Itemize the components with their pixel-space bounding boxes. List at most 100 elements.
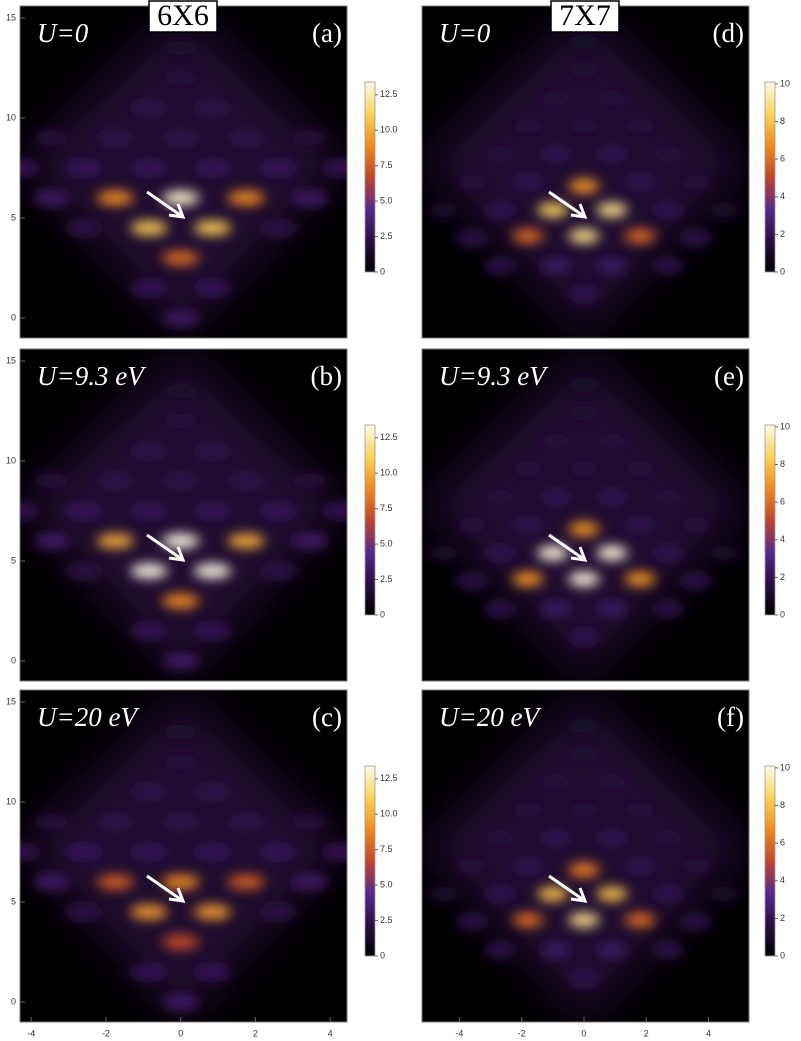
density-peak: [162, 413, 200, 429]
density-peak: [652, 146, 684, 162]
density-peak: [568, 228, 600, 244]
density-peak: [290, 814, 329, 830]
x-tick-label: -4: [27, 1028, 35, 1038]
y-tick-label: 10: [6, 796, 16, 806]
density-peak: [537, 202, 569, 218]
y-tick-label: 0: [11, 996, 16, 1006]
density-peak: [162, 190, 200, 206]
density-peak: [290, 473, 329, 489]
density-peak: [680, 914, 712, 930]
density-peak: [568, 62, 600, 78]
density-peak: [33, 814, 71, 830]
arrow-head: [168, 887, 186, 903]
density-peak: [624, 118, 656, 134]
density-peak: [568, 802, 600, 818]
density-peak: [568, 629, 600, 645]
density-peak: [596, 90, 628, 106]
y-tick-label: 0: [11, 655, 16, 665]
density-peak: [512, 912, 544, 928]
density-peak: [568, 970, 600, 986]
plot-frame: [421, 689, 750, 1023]
density-peak: [624, 228, 656, 244]
panel: 0 5 10 15 -4 -2 0 2 4 U=20 eV (c) 0 2.5 5.0 7.5 10.0 12.…: [6, 689, 398, 1038]
density-peak: [130, 563, 168, 579]
colorbar-tick-label: 0: [380, 609, 385, 619]
y-tick-label: 5: [11, 212, 16, 222]
y-tick-label: 5: [11, 555, 16, 565]
density-peak: [162, 40, 200, 56]
density-peak: [596, 433, 628, 449]
density-peak: [96, 814, 134, 830]
density-peak: [193, 784, 232, 800]
density-field: [422, 349, 749, 681]
density-peak: [512, 118, 544, 134]
density-peak: [322, 160, 347, 176]
density-peak: [227, 473, 265, 489]
title-box: [550, 0, 620, 33]
density-peak: [568, 405, 600, 421]
density-peak: [162, 383, 200, 399]
panel: -4 -2 0 2 4 U=20 eV (f) 0 2 4 6 8 10: [421, 689, 790, 1038]
density-peak: [484, 942, 516, 958]
density-peak: [680, 174, 712, 190]
density-peak: [568, 746, 600, 762]
plot-frame: [19, 348, 348, 682]
density-peak: [680, 573, 712, 589]
density-peak: [259, 904, 297, 920]
density-peak: [537, 545, 569, 561]
density-peak: [193, 443, 232, 459]
panel-annotation: U=20 eV: [439, 702, 542, 732]
y-tick-label: 10: [6, 112, 16, 122]
density-peak: [596, 886, 628, 902]
density-peak: [290, 190, 329, 206]
density-peak: [484, 202, 516, 218]
density-peak: [290, 533, 329, 549]
colorbar-tick-label: 10.0: [380, 125, 398, 135]
density-peak: [96, 533, 134, 549]
arrow-head: [570, 203, 588, 219]
density-peak: [540, 601, 572, 617]
density-peak: [20, 844, 39, 860]
colorbar: [764, 765, 776, 957]
density-peak: [540, 146, 572, 162]
density-peak: [64, 160, 103, 176]
colorbar-tick-label: 6: [780, 497, 785, 507]
density-peak: [130, 784, 168, 800]
colorbar: [764, 81, 776, 273]
colorbar-tick-label: 8: [780, 459, 785, 469]
density-peak: [512, 461, 544, 477]
colorbar-tick-label: 5.0: [380, 538, 393, 548]
panel-label: (d): [713, 18, 744, 48]
colorbar: [364, 81, 376, 273]
density-peak: [193, 844, 232, 860]
colorbar-tick-label: 5.0: [380, 879, 393, 889]
density-peak: [484, 601, 516, 617]
density-peak: [162, 473, 200, 489]
plot-frame: [19, 689, 348, 1023]
density-peak: [227, 533, 265, 549]
panel-label: (b): [311, 361, 342, 391]
density-peak: [64, 503, 103, 519]
y-tick-label: 15: [6, 355, 16, 365]
density-peak: [130, 280, 168, 296]
density-peak: [456, 517, 488, 533]
density-peak: [96, 473, 134, 489]
density-peak: [484, 146, 516, 162]
density-peak: [680, 230, 712, 246]
density-peak: [259, 844, 297, 860]
x-tick-label: -2: [102, 1028, 110, 1038]
density-peak: [162, 250, 200, 266]
panel-annotation: U=0: [37, 18, 89, 48]
density-peak: [193, 623, 232, 639]
density-peak: [322, 844, 347, 860]
density-peak: [130, 844, 168, 860]
density-peak: [227, 814, 265, 830]
density-peak: [624, 858, 656, 874]
density-peak: [259, 563, 297, 579]
colorbar-tick-label: 0: [380, 950, 385, 960]
density-peak: [162, 310, 200, 326]
density-peak: [596, 545, 628, 561]
panel: U=9.3 eV (e) 0 2 4 6 8 10: [421, 348, 790, 682]
colorbar-tick-label: 4: [780, 534, 785, 544]
density-peak: [652, 601, 684, 617]
